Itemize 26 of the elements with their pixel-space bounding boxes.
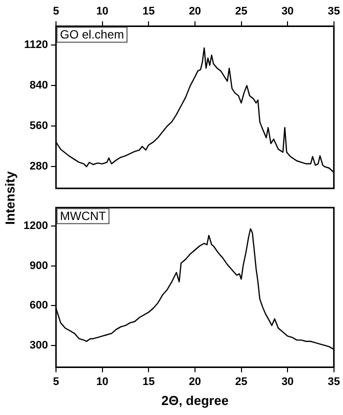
y-tick-label: 300: [30, 339, 48, 352]
y-tick-label: 840: [30, 80, 48, 92]
y-tick-label: 560: [30, 120, 48, 132]
x-axis-title: 2Θ, degree: [161, 392, 229, 408]
x-tick-label: 5: [52, 6, 60, 18]
y-tick-label: 900: [30, 260, 48, 272]
x-tick-label: 10: [96, 376, 108, 388]
x-tick-label: 15: [142, 376, 155, 388]
x-tick-label: 25: [235, 376, 248, 388]
x-tick-label: 20: [188, 376, 202, 388]
y-tick-label: 1200: [24, 220, 48, 232]
y-tick-label: 600: [30, 300, 48, 312]
y-tick-label: 280: [30, 160, 48, 173]
x-tick-label: 35: [328, 6, 340, 18]
x-tick-label: 25: [235, 6, 248, 18]
y-tick-label: 1120: [24, 39, 48, 52]
x-tick-label: 20: [188, 6, 202, 18]
x-tick-label: 35: [328, 376, 340, 388]
x-tick-label: 15: [142, 6, 155, 18]
x-tick-label: 30: [281, 6, 294, 18]
text: MWCNT: [60, 208, 107, 223]
x-tick-label: 10: [96, 6, 108, 18]
y-axis-title: Intensity: [2, 171, 18, 225]
x-tick-label: 30: [281, 376, 294, 388]
x-tick-label: 5: [52, 376, 60, 388]
text: GO el.chem: [60, 28, 124, 42]
